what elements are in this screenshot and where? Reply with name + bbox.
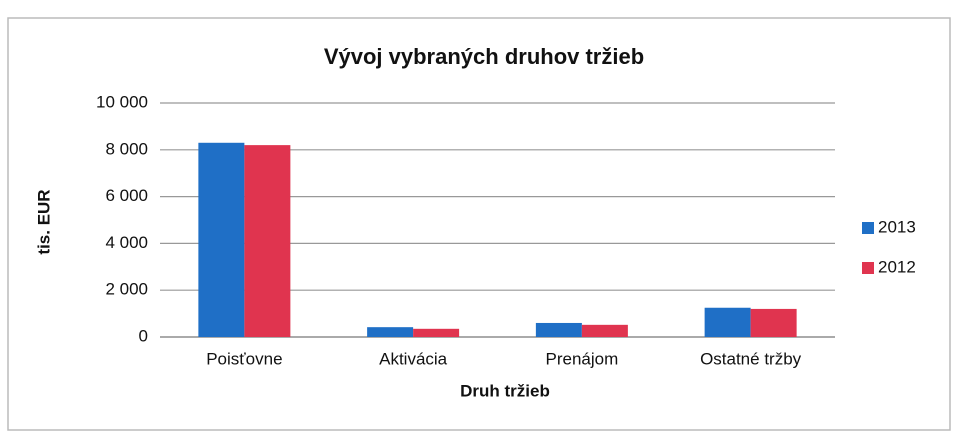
y-tick-label: 8 000 <box>105 139 148 158</box>
chart-title: Vývoj vybraných druhov tržieb <box>324 44 644 69</box>
bar <box>244 145 291 337</box>
x-tick-label: Ostatné tržby <box>700 349 802 368</box>
y-tick-label: 6 000 <box>105 186 148 205</box>
bar <box>581 324 628 337</box>
y-tick-label: 10 000 <box>96 92 148 111</box>
y-tick-label: 4 000 <box>105 233 148 252</box>
legend-label: 2013 <box>878 217 916 236</box>
x-tick-label: Poisťovne <box>206 349 282 368</box>
x-tick-label: Prenájom <box>545 349 618 368</box>
bar <box>367 327 414 337</box>
legend-swatch <box>862 262 874 274</box>
bar <box>198 142 245 337</box>
bar <box>704 307 751 337</box>
x-axis-title: Druh tržieb <box>460 381 550 400</box>
x-tick-label: Aktivácia <box>379 349 448 368</box>
bar <box>535 322 582 337</box>
y-axis-title: tis. EUR <box>34 189 53 254</box>
y-tick-label: 0 <box>139 326 148 345</box>
chart-frame <box>7 17 951 431</box>
bar <box>413 328 460 337</box>
legend-label: 2012 <box>878 257 916 276</box>
y-tick-label: 2 000 <box>105 280 148 299</box>
legend-swatch <box>862 222 874 234</box>
bar <box>750 308 797 337</box>
